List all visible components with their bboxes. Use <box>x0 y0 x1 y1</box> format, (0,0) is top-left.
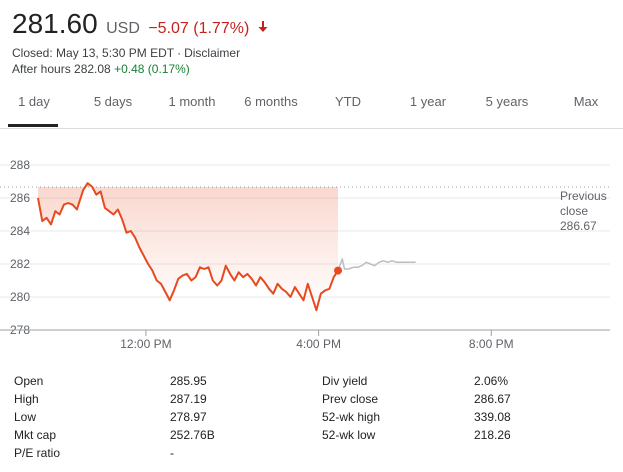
stat-value-52wk-high: 339.08 <box>474 410 511 424</box>
regular-hours-line <box>37 182 339 312</box>
after-hours-price: After hours 282.08 <box>12 62 111 76</box>
stat-value-mkt-cap: 252.76B <box>170 428 215 442</box>
separator-dot: · <box>177 46 182 60</box>
after-hours-line <box>337 258 416 271</box>
y-tick-label: 286 <box>10 191 30 205</box>
tab-ytd[interactable]: YTD <box>335 94 361 109</box>
x-tick-label: 12:00 PM <box>120 337 171 351</box>
tab-max[interactable]: Max <box>573 94 599 109</box>
stat-value-open: 285.95 <box>170 374 207 388</box>
y-tick-label: 282 <box>10 257 30 271</box>
tab-5-days[interactable]: 5 days <box>93 94 133 109</box>
tab-1-month[interactable]: 1 month <box>168 94 216 109</box>
quote-header: 281.60 USD −5.07 (1.77%) <box>12 8 270 48</box>
x-tick-label: 4:00 PM <box>296 337 341 351</box>
y-tick-label: 288 <box>10 158 30 172</box>
market-status: Closed: May 13, 5:30 PM EDT · Disclaimer <box>12 46 240 60</box>
stat-label-mkt-cap: Mkt cap <box>14 428 57 442</box>
stat-value-div-yield: 2.06% <box>474 374 509 388</box>
stat-value-52wk-low: 218.26 <box>474 428 511 442</box>
disclaimer-link[interactable]: Disclaimer <box>184 46 241 60</box>
price-area-fill <box>38 183 339 311</box>
tab-5-years[interactable]: 5 years <box>485 94 529 109</box>
stat-label-52wk-low: 52-wk low <box>322 428 376 442</box>
arrow-down-icon <box>258 21 268 32</box>
stat-label-pe-ratio: P/E ratio <box>14 446 61 460</box>
current-price-marker <box>334 266 343 275</box>
after-hours: After hours 282.08 +0.48 (0.17%) <box>12 62 190 76</box>
stat-label-52wk-high: 52-wk high <box>322 410 381 424</box>
y-tick-label: 284 <box>10 224 30 238</box>
x-tick-label: 8:00 PM <box>469 337 514 351</box>
stat-label-div-yield: Div yield <box>322 374 368 388</box>
tab-1-year[interactable]: 1 year <box>409 94 447 109</box>
tab-6-months[interactable]: 6 months <box>244 94 298 109</box>
price-change: −5.07 (1.77%) <box>148 20 250 37</box>
currency-code: USD <box>106 20 140 37</box>
stat-value-high: 287.19 <box>170 392 207 406</box>
closed-text: Closed: May 13, 5:30 PM EDT <box>12 46 175 60</box>
after-hours-change: +0.48 (0.17%) <box>114 62 190 76</box>
y-tick-label: 280 <box>10 290 30 304</box>
stat-label-low: Low <box>14 410 37 424</box>
stat-label-high: High <box>14 392 39 406</box>
tab-1-day[interactable]: 1 day <box>18 94 50 109</box>
range-tabs: 1 day 5 days 1 month 6 months YTD 1 year… <box>0 88 623 129</box>
previous-close-label: Previous close 286.67 <box>560 189 607 233</box>
stat-label-open: Open <box>14 374 44 388</box>
stat-value-pe-ratio: - <box>170 446 174 460</box>
stat-value-prev-close: 286.67 <box>474 392 511 406</box>
stat-value-low: 278.97 <box>170 410 207 424</box>
stock-price: 281.60 <box>12 8 98 39</box>
stat-label-prev-close: Prev close <box>322 392 379 406</box>
active-tab-indicator <box>8 124 58 127</box>
